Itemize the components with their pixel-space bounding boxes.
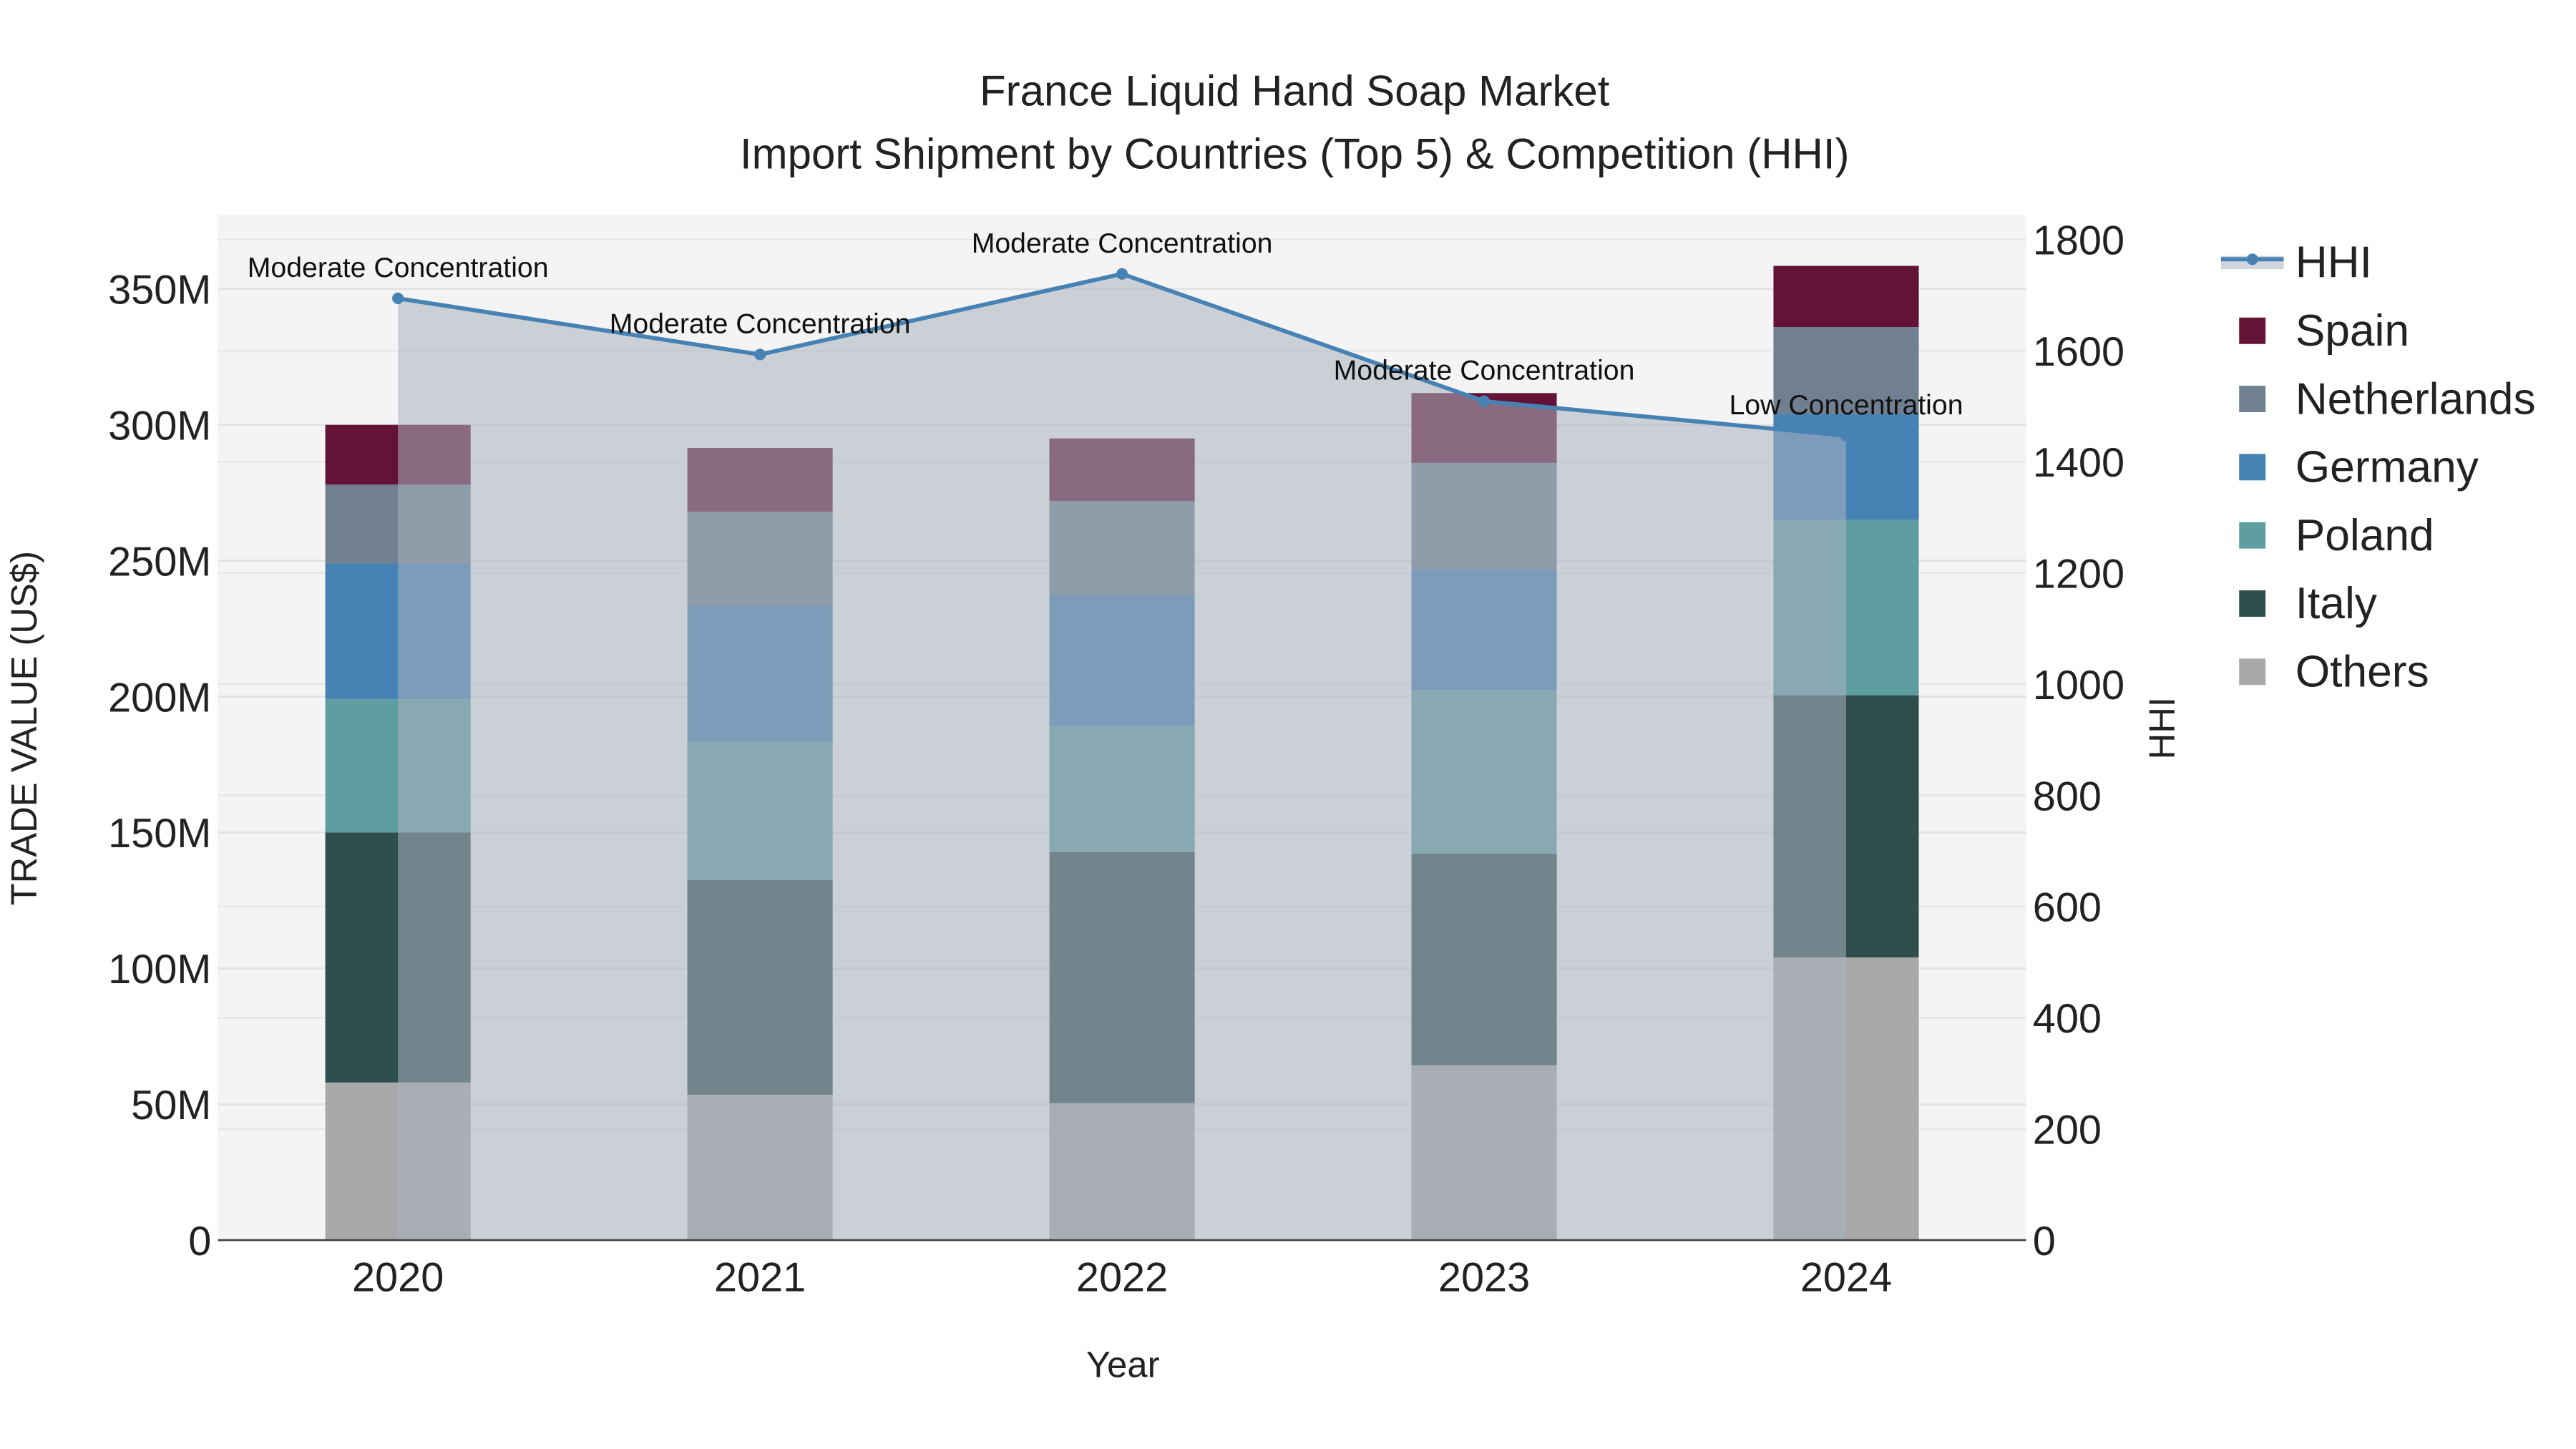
hhi-point xyxy=(1478,395,1491,407)
x-tick-label: 2022 xyxy=(1076,1255,1168,1301)
y2-tick-label: 200 xyxy=(2033,1107,2102,1153)
y2-tick-label: 1600 xyxy=(2033,329,2124,375)
hhi-point xyxy=(1116,268,1128,280)
y2-tick-label: 1000 xyxy=(2033,663,2124,708)
y-tick-label: 200M xyxy=(108,675,211,721)
chart-title: France Liquid Hand Soap Market xyxy=(980,67,1610,115)
legend-hhi-marker xyxy=(2246,253,2258,265)
legend-item-netherlands[interactable]: Netherlands xyxy=(2296,374,2536,424)
hhi-annotation: Moderate Concentration xyxy=(972,228,1273,259)
x-tick-label: 2023 xyxy=(1438,1255,1530,1301)
y-tick-label: 350M xyxy=(108,268,211,313)
hhi-annotation: Moderate Concentration xyxy=(248,252,549,283)
y2-axis-label: HHI xyxy=(2142,697,2182,759)
chart-subtitle: Import Shipment by Countries (Top 5) & C… xyxy=(740,130,1850,177)
y-tick-label: 50M xyxy=(131,1083,211,1128)
hhi-annotation: Moderate Concentration xyxy=(610,308,911,339)
legend-swatch-italy xyxy=(2239,590,2266,617)
x-tick-label: 2024 xyxy=(1800,1255,1892,1301)
legend-item-italy[interactable]: Italy xyxy=(2296,579,2378,628)
bar-spain-2024 xyxy=(1773,265,1919,328)
y-tick-label: 250M xyxy=(108,539,211,585)
y2-tick-label: 1400 xyxy=(2033,440,2124,486)
y2-tick-label: 1200 xyxy=(2033,552,2124,597)
legend-item-others[interactable]: Others xyxy=(2296,648,2429,697)
bar-netherlands-2024 xyxy=(1773,327,1919,414)
y-tick-label: 150M xyxy=(108,811,211,857)
hhi-point xyxy=(754,348,766,361)
hhi-point xyxy=(392,292,404,305)
y-tick-label: 0 xyxy=(188,1219,211,1264)
y-tick-label: 100M xyxy=(108,947,211,992)
legend-swatch-others xyxy=(2239,658,2266,686)
y-axis-label: TRADE VALUE (US$) xyxy=(4,551,44,905)
legend-item-spain[interactable]: Spain xyxy=(2296,306,2409,356)
y-tick-label: 300M xyxy=(108,404,211,449)
legend-swatch-netherlands xyxy=(2239,386,2266,412)
hhi-annotation: Moderate Concentration xyxy=(1334,355,1635,386)
legend-swatch-germany xyxy=(2239,454,2266,481)
y2-tick-label: 400 xyxy=(2033,996,2102,1042)
x-tick-label: 2020 xyxy=(352,1255,444,1301)
hhi-area: Moderate Concentration Moderate Concentra… xyxy=(248,228,1963,1241)
legend: HHI Spain Netherlands Germany Poland Italy Oth… xyxy=(2220,238,2536,697)
hhi-fill xyxy=(398,273,1847,1241)
x-axis-label: Year xyxy=(1086,1345,1160,1385)
y2-tick-label: 0 xyxy=(2033,1219,2056,1264)
y2-tick-label: 800 xyxy=(2033,774,2102,819)
legend-swatch-spain xyxy=(2239,317,2266,344)
legend-item-poland[interactable]: Poland xyxy=(2296,511,2434,560)
legend-item-hhi[interactable]: HHI xyxy=(2296,238,2372,288)
hhi-point xyxy=(1840,429,1853,441)
y2-tick-label: 600 xyxy=(2033,885,2102,931)
x-tick-label: 2021 xyxy=(714,1255,806,1301)
legend-item-germany[interactable]: Germany xyxy=(2296,443,2479,492)
legend-swatch-poland xyxy=(2239,522,2266,549)
y2-tick-label: 1800 xyxy=(2033,218,2124,263)
axes: 0 50M 100M 150M 200M 250M 300M 350M 0 200 400 600 80… xyxy=(108,218,2124,1300)
hhi-annotation: Low Concentration xyxy=(1729,389,1963,421)
